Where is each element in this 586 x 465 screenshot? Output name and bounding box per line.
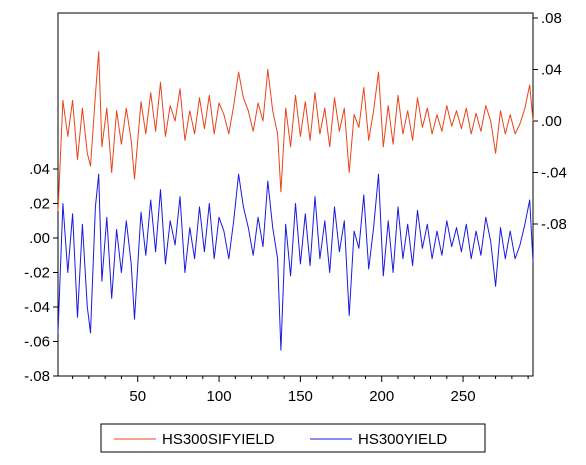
right-y-tick-label: .08: [541, 10, 562, 27]
right-y-tick-label: -.04: [541, 165, 567, 182]
x-tick-label: 100: [207, 388, 232, 405]
series-line-hs300yield: [57, 173, 534, 351]
left-y-tick-label: -.04: [24, 299, 50, 316]
right-y-tick-label: .04: [541, 62, 562, 79]
right-y-tick-label: .00: [541, 113, 562, 130]
series-layer: [57, 51, 534, 351]
left-y-tick-label: -.02: [24, 265, 50, 282]
left-y-tick-label: .02: [29, 196, 50, 213]
left-y-tick-label: .00: [29, 230, 50, 247]
x-tick-label: 250: [451, 388, 476, 405]
legend: HS300SIFYIELD HS300YIELD: [100, 423, 486, 453]
legend-label-hs300yield: HS300YIELD: [358, 431, 447, 448]
x-tick-label: 150: [288, 388, 313, 405]
right-y-tick-label: -.08: [541, 216, 567, 233]
left-y-tick-label: .04: [29, 161, 50, 178]
x-tick-label: 50: [129, 388, 146, 405]
legend-label-hs300sifyield: HS300SIFYIELD: [162, 431, 275, 448]
right-y-axis: .08 .04 .00 -.04 -.08: [533, 10, 567, 233]
left-y-axis: .04 .02 .00 -.02 -.04 -.06 -.08: [24, 161, 58, 385]
series-line-hs300sifyield: [57, 51, 534, 212]
legend-box: [100, 423, 486, 453]
x-tick-label: 200: [369, 388, 394, 405]
plot-frame: [57, 12, 534, 377]
x-axis: 50 100 150 200 250: [72, 376, 529, 405]
left-y-tick-label: -.08: [24, 368, 50, 385]
left-y-tick-label: -.06: [24, 334, 50, 351]
